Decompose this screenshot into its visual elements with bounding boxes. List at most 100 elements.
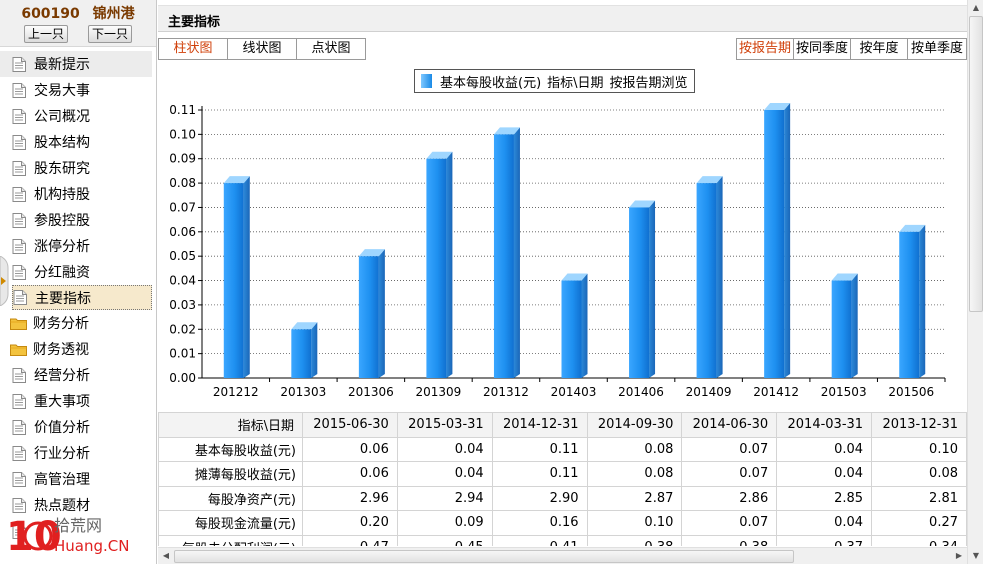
sidebar-item-label: 股本结构: [34, 135, 90, 151]
bar-top: [561, 273, 588, 281]
prev-stock-button[interactable]: 上一只: [24, 25, 68, 43]
bar-side: [513, 127, 520, 378]
table-header-date[interactable]: 2013-12-31: [871, 412, 967, 438]
sidebar-item-2[interactable]: 公司概况: [0, 103, 156, 129]
bar-side: [243, 176, 250, 378]
scroll-up-icon[interactable]: ▲: [972, 3, 980, 12]
bar-side: [311, 322, 318, 378]
vertical-scroll-thumb[interactable]: [969, 16, 983, 312]
sidebar-item-17[interactable]: 热点题材: [0, 492, 156, 518]
tab-period-3[interactable]: 按单季度: [907, 38, 967, 60]
table-header-date[interactable]: 2015-06-30: [302, 412, 398, 438]
sidebar-item-5[interactable]: 机构持股: [0, 181, 156, 207]
bar-side: [581, 273, 588, 378]
legend-dimension: 指标\日期: [547, 75, 604, 91]
sidebar-item-9[interactable]: 主要指标: [12, 285, 152, 310]
x-tick-label: 201409: [686, 385, 732, 399]
next-stock-button[interactable]: 下一只: [88, 25, 132, 43]
table-cell: 2.81: [871, 485, 967, 511]
table-cell: 0.08: [586, 436, 683, 462]
doc-icon: [12, 134, 26, 150]
horizontal-scroll-thumb[interactable]: [174, 550, 794, 563]
table-header-date[interactable]: 2014-03-31: [776, 412, 873, 438]
sidebar-item-label: 参股控股: [34, 213, 90, 229]
x-tick-label: 201309: [416, 385, 462, 399]
table-header-date[interactable]: 2015-03-31: [396, 412, 493, 438]
bar: [493, 134, 514, 378]
table-header-date[interactable]: 2014-09-30: [586, 412, 683, 438]
y-tick-label: 0.02: [169, 322, 196, 336]
tab-period-2[interactable]: 按年度: [850, 38, 908, 60]
bar-top: [629, 200, 656, 208]
table-cell: 0.10: [586, 510, 683, 536]
table-cell: 2.86: [681, 485, 778, 511]
table-cell: 0.27: [871, 510, 967, 536]
tab-period-0[interactable]: 按报告期: [736, 38, 794, 60]
y-tick-label: 0.11: [169, 103, 196, 117]
legend-series: 基本每股收益(元): [440, 75, 542, 91]
indicator-table: 指标\日期 2015-06-30 2015-03-31 2014-12-31 2014-…: [158, 412, 967, 546]
sidebar-item-4[interactable]: 股东研究: [0, 155, 156, 181]
y-tick-label: 0.01: [169, 347, 196, 361]
sidebar-item-0[interactable]: 最新提示: [0, 51, 152, 77]
table-cell: 0.07: [681, 436, 778, 462]
tab-chart-0[interactable]: 柱状图: [158, 38, 228, 60]
row-label: 每股未分配利润(元): [158, 534, 303, 546]
table-header-date[interactable]: 2014-12-31: [491, 412, 588, 438]
sidebar-item-10[interactable]: 财务分析: [0, 310, 156, 336]
sidebar-item-8[interactable]: 分红融资: [0, 259, 156, 285]
legend-mode: 按报告期浏览: [609, 75, 688, 91]
x-tick-label: 201506: [888, 385, 934, 399]
sidebar-menu: 最新提示 交易大事公司概况股本结构股东研究 机构持股参股控股涨停分析 分红融资 主要指标…: [0, 51, 156, 544]
bar-side: [784, 103, 791, 378]
sidebar-item-1[interactable]: 交易大事: [0, 77, 156, 103]
sidebar-item-label: 热点题材: [34, 498, 90, 514]
x-tick-label: 201406: [618, 385, 664, 399]
sidebar-item-13[interactable]: 重大事项: [0, 388, 156, 414]
sidebar-item-7[interactable]: 涨停分析: [0, 233, 156, 259]
tab-chart-2[interactable]: 点状图: [296, 38, 366, 60]
tab-period-1[interactable]: 按同季度: [793, 38, 851, 60]
row-label: 每股现金流量(元): [158, 510, 303, 536]
sidebar-item-label: 公司概况: [34, 109, 90, 125]
legend-swatch: [421, 74, 432, 88]
sidebar-item-16[interactable]: 高管治理: [0, 466, 156, 492]
tab-chart-1[interactable]: 线状图: [227, 38, 297, 60]
sidebar-item-label: 财务透视: [33, 342, 89, 358]
vertical-scrollbar[interactable]: ▲ ▼: [967, 0, 983, 564]
scroll-right-icon[interactable]: ▶: [955, 551, 963, 560]
table-cell: 0.04: [396, 436, 493, 462]
sidebar-item-12[interactable]: 经营分析: [0, 362, 156, 388]
table-cell: 2.90: [491, 485, 588, 511]
table-cell: 0.41: [491, 534, 588, 546]
scroll-down-icon[interactable]: ▼: [972, 551, 980, 560]
table-header-date[interactable]: 2014-06-30: [681, 412, 778, 438]
sidebar-item-6[interactable]: 参股控股: [0, 207, 156, 233]
horizontal-scrollbar[interactable]: ◀ ▶: [158, 547, 967, 564]
y-tick-label: 0.04: [169, 274, 196, 288]
y-tick-label: 0.10: [169, 127, 196, 141]
bar: [358, 256, 379, 378]
table-cell: 0.37: [776, 534, 873, 546]
table-cell: 0.08: [871, 461, 967, 487]
table-header-label: 指标\日期: [158, 412, 303, 438]
bar: [696, 183, 717, 378]
doc-icon: [12, 367, 26, 383]
doc-icon: [12, 212, 26, 228]
x-tick-label: 201303: [280, 385, 326, 399]
page-title: 主要指标: [168, 15, 221, 30]
scroll-left-icon[interactable]: ◀: [162, 551, 170, 560]
table-cell: 0.06: [302, 436, 398, 462]
table-row: 基本每股收益(元) 0.06 0.04 0.11 0.08 0.07 0.04 0.10: [158, 436, 967, 462]
sidebar-item-3[interactable]: 股本结构: [0, 129, 156, 155]
bar-side: [919, 224, 926, 378]
table-cell: 0.45: [396, 534, 493, 546]
folder-icon: [10, 317, 27, 330]
sidebar-item-15[interactable]: 行业分析: [0, 440, 156, 466]
x-tick-label: 201306: [348, 385, 394, 399]
collapse-arrow-icon[interactable]: [0, 256, 9, 306]
sidebar-item-label: 价值分析: [34, 420, 90, 436]
sidebar-item-14[interactable]: 价值分析: [0, 414, 156, 440]
table-row: 每股未分配利润(元)0.470.450.410.380.380.370.34: [158, 534, 967, 546]
sidebar-item-11[interactable]: 财务透视: [0, 336, 156, 362]
